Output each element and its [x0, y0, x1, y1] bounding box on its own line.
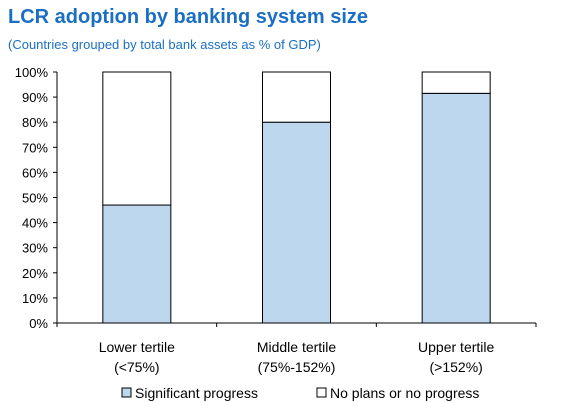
legend-label: No plans or no progress: [330, 385, 479, 401]
y-tick-label: 10%: [22, 291, 48, 306]
bar-no-plans: [262, 71, 331, 123]
bar-no-plans: [421, 71, 491, 94]
bar-significant-progress: [102, 204, 172, 324]
bar-no-plans: [102, 71, 172, 206]
x-tick-label: (75%-152%): [258, 359, 336, 375]
x-tick-label: Middle tertile: [257, 339, 337, 355]
x-tick-label: Lower tertile: [99, 339, 175, 355]
bar-significant-progress: [421, 92, 491, 324]
bars: [102, 71, 491, 324]
y-axis-ticks: 0% 10% 20% 30% 40% 50% 60% 70% 80% 90% 100%: [15, 65, 57, 331]
chart-subtitle: (Countries grouped by total bank assets …: [8, 37, 321, 52]
x-tick-label: (<75%): [114, 359, 160, 375]
y-tick-label: 40%: [22, 216, 48, 231]
chart-title: LCR adoption by banking system size: [8, 6, 369, 28]
y-tick-label: 30%: [22, 241, 48, 256]
axes: [56, 72, 537, 327]
x-axis-labels: Lower tertile (<75%) Middle tertile (75%-15…: [99, 339, 495, 375]
y-tick-label: 100%: [15, 65, 49, 80]
y-tick-label: 50%: [22, 191, 48, 206]
legend-label: Significant progress: [135, 385, 258, 401]
y-tick-label: 60%: [22, 165, 48, 180]
bar-significant-progress: [262, 121, 331, 324]
legend-swatch: [121, 387, 132, 398]
legend: Significant progress No plans or no progr…: [121, 385, 479, 401]
x-tick-label: Upper tertile: [418, 339, 494, 355]
y-tick-label: 0%: [29, 316, 48, 331]
y-tick-label: 20%: [22, 266, 48, 281]
y-tick-label: 90%: [22, 90, 48, 105]
legend-swatch: [316, 387, 327, 398]
y-tick-label: 70%: [22, 140, 48, 155]
x-tick-label: (>152%): [430, 359, 483, 375]
y-tick-label: 80%: [22, 115, 48, 130]
